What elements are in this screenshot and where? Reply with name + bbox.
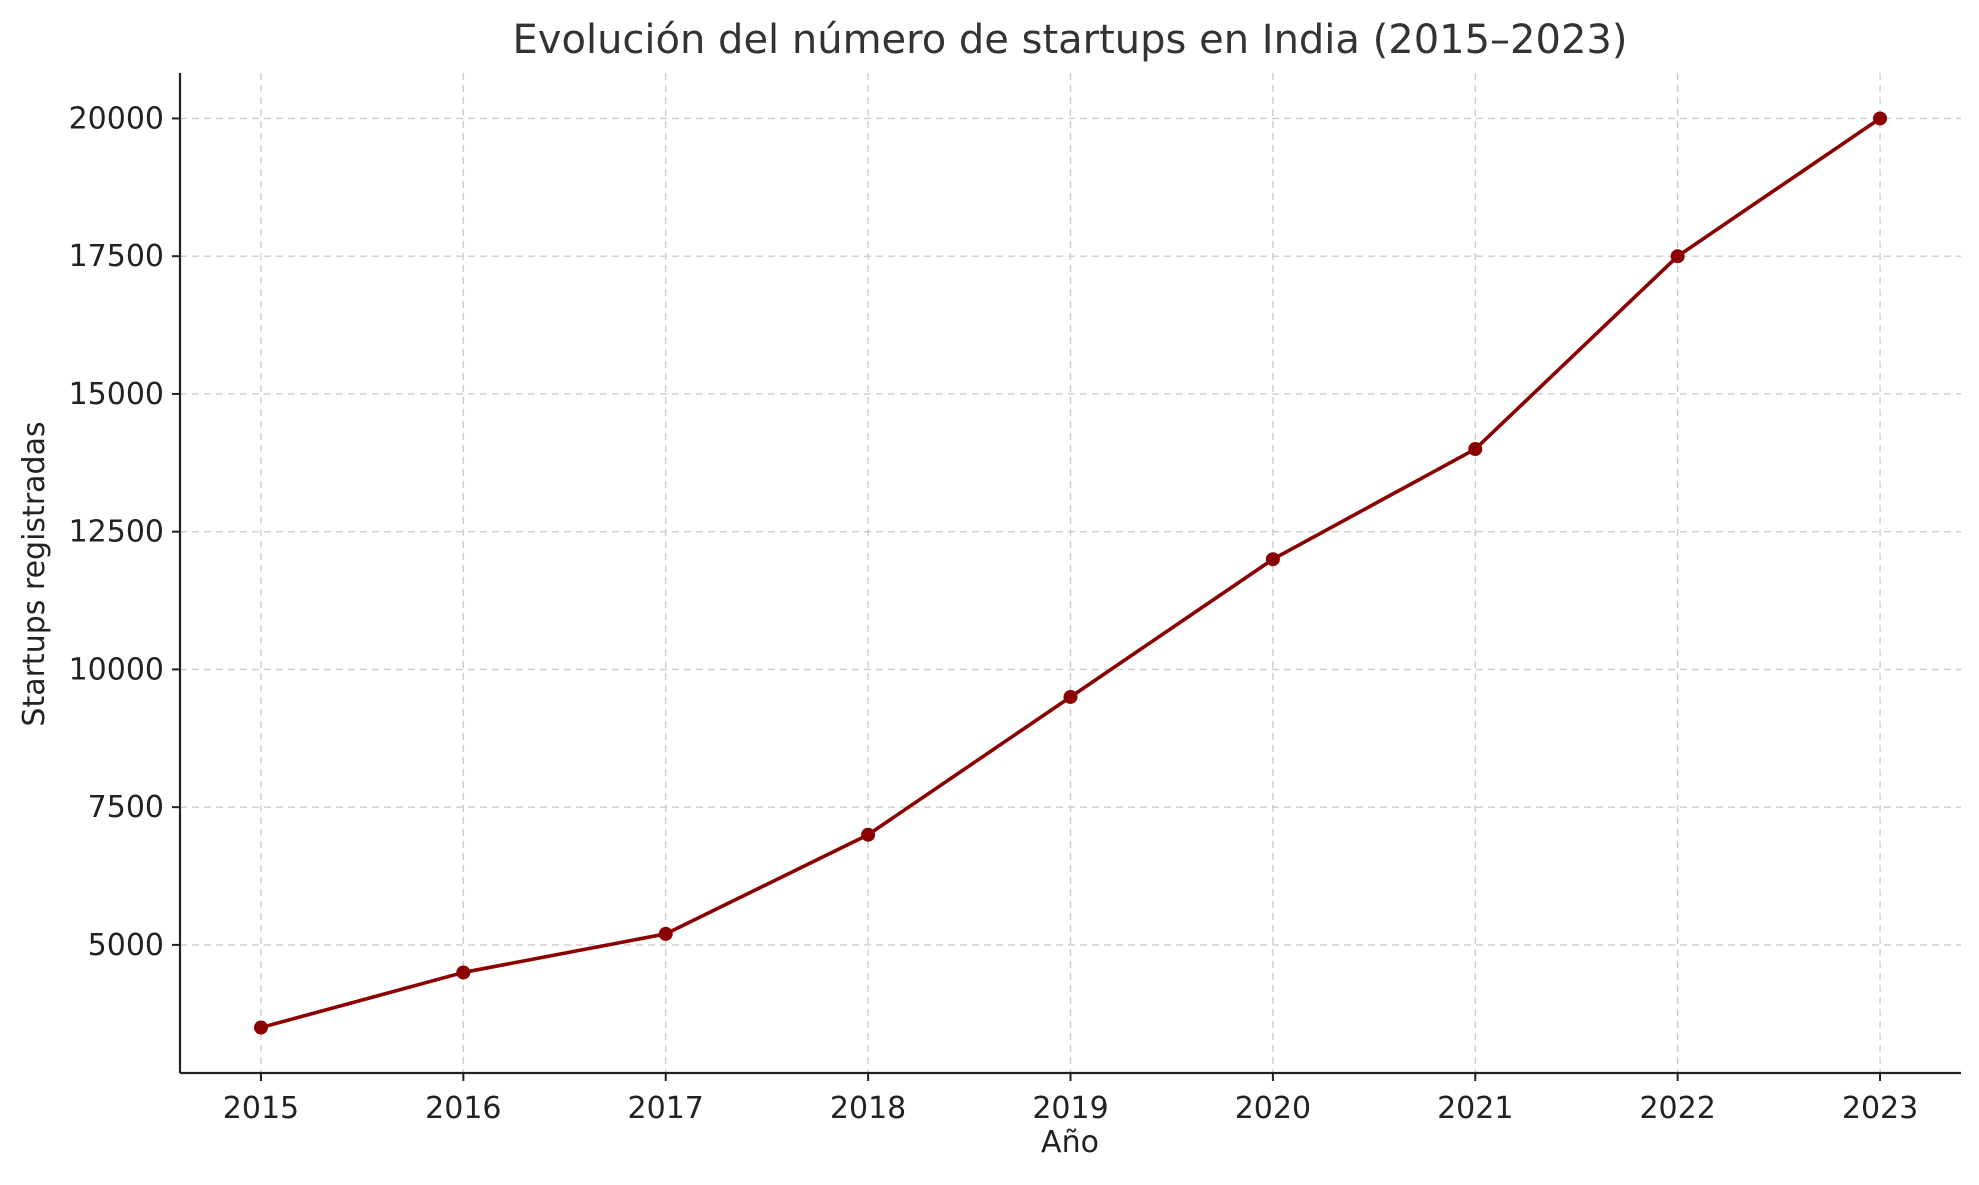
x-tick-label: 2018 (830, 1091, 906, 1126)
y-tick-label: 15000 (69, 377, 164, 412)
x-tick-label: 2023 (1842, 1091, 1918, 1126)
data-point-2015 (253, 1020, 268, 1035)
x-tick-label: 2022 (1639, 1091, 1715, 1126)
data-point-2021 (1468, 442, 1483, 457)
data-point-2017 (658, 926, 673, 941)
y-axis-label: Startups registradas (17, 421, 52, 726)
x-tick-label: 2015 (223, 1091, 299, 1126)
data-point-2022 (1670, 249, 1685, 264)
data-point-2016 (456, 965, 471, 980)
y-tick-label: 7500 (88, 790, 164, 825)
x-tick-label: 2021 (1437, 1091, 1513, 1126)
x-tick-label: 2020 (1235, 1091, 1311, 1126)
x-tick-label: 2019 (1032, 1091, 1108, 1126)
data-point-2020 (1265, 552, 1280, 567)
series (253, 111, 1888, 1035)
x-tick-label: 2016 (425, 1091, 501, 1126)
x-tick-label: 2017 (628, 1091, 704, 1126)
x-axis-label: Año (1041, 1125, 1099, 1160)
grid (180, 73, 1961, 1073)
data-point-2018 (861, 827, 876, 842)
y-tick-label: 12500 (69, 515, 164, 550)
data-point-2019 (1063, 689, 1078, 704)
y-tick-label: 10000 (69, 652, 164, 687)
data-point-2023 (1873, 111, 1888, 126)
ticks: 2015 2016 2017 2018 2019 2020 2021 2022 2023 5000… (69, 101, 1919, 1126)
y-tick-label: 20000 (69, 101, 164, 136)
chart-title: Evolución del número de startups en Indi… (513, 17, 1628, 63)
y-tick-label: 17500 (69, 239, 164, 274)
y-tick-label: 5000 (88, 928, 164, 963)
